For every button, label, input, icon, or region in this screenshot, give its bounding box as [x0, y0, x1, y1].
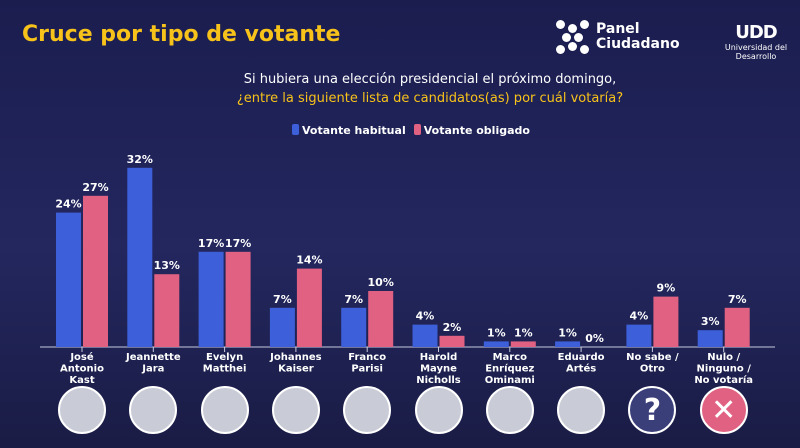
category-label: Eduardo: [558, 352, 605, 363]
data-label: 17%: [225, 237, 251, 250]
panel-logo-text: Panel Ciudadano: [596, 21, 680, 52]
data-label: 27%: [82, 181, 108, 194]
data-label: 3%: [701, 315, 720, 328]
data-label: 32%: [127, 153, 153, 166]
photo-enriquez-ominami: [485, 386, 534, 434]
legend-label: Votante obligado: [423, 124, 530, 137]
panel-dots-icon: [556, 20, 590, 54]
data-label: 7%: [728, 293, 747, 306]
category-label: No votaría: [694, 374, 753, 386]
bar-habitual: [269, 307, 295, 347]
bar-habitual: [483, 341, 509, 347]
data-label: 4%: [416, 310, 435, 323]
bar-obligado: [439, 335, 465, 347]
data-label: 14%: [296, 254, 322, 267]
photo-matthei: [200, 386, 249, 434]
photo-artes: [557, 386, 606, 434]
data-label: 1%: [558, 326, 577, 339]
legend-swatch-habitual: [292, 124, 299, 135]
category-label: Parisi: [351, 364, 383, 375]
bar-habitual: [341, 307, 367, 347]
category-label: Artés: [566, 363, 596, 375]
data-label: 13%: [154, 259, 180, 272]
bar-habitual: [198, 251, 224, 347]
question-line-2: ¿entre la siguiente lista de candidatos(…: [236, 91, 624, 106]
bar-obligado: [510, 341, 536, 347]
udd-subtitle: Universidad del Desarrollo: [724, 43, 788, 61]
category-label: Johannes: [269, 352, 321, 363]
udd-mark: UDD: [735, 22, 778, 43]
bar-habitual: [697, 330, 723, 347]
category-label: Evelyn: [206, 352, 243, 363]
category-label: Mayne: [420, 364, 457, 375]
udd-logo: UDD Universidad del Desarrollo: [712, 22, 800, 61]
category-label: Nicholls: [416, 375, 461, 386]
bar-obligado: [83, 195, 108, 347]
photo-jara: [129, 386, 178, 434]
photo-mayne-nicholls: [414, 386, 463, 434]
bar-habitual: [56, 212, 81, 347]
panel-ciudadano-logo: Panel Ciudadano: [556, 20, 680, 54]
legend-item-obligado: Votante obligado: [413, 124, 530, 137]
data-label: 7%: [273, 293, 292, 306]
bar-habitual: [412, 324, 438, 347]
category-label: Kast: [69, 375, 94, 386]
bar-obligado: [154, 274, 180, 347]
category-label: Antonio: [60, 364, 104, 375]
bar-obligado: [225, 251, 251, 347]
photo-parisi: [343, 386, 392, 434]
category-label: Enríquez: [485, 363, 534, 375]
data-label: 1%: [487, 326, 506, 339]
data-label: 24%: [55, 198, 81, 211]
bar-obligado: [296, 268, 322, 347]
bar-obligado: [724, 307, 750, 347]
legend-swatch-obligado: [413, 124, 421, 135]
category-label: Ominami: [485, 375, 535, 386]
category-label: Franco: [348, 352, 386, 363]
bar-habitual: [127, 167, 153, 347]
page-title: Cruce por tipo de votante: [22, 22, 341, 47]
data-label: 4%: [630, 310, 649, 323]
data-label: 17%: [198, 237, 224, 250]
bar-obligado: [653, 296, 679, 347]
bar-habitual: [626, 324, 652, 347]
category-label: José: [69, 351, 94, 363]
data-label: 10%: [368, 276, 394, 289]
legend-item-habitual: Votante habitual: [292, 124, 406, 137]
photo-kaiser: [271, 386, 320, 434]
category-label: Marco: [493, 352, 528, 363]
data-label: 2%: [443, 321, 462, 334]
data-label: 7%: [344, 293, 363, 306]
x-mark-icon: ✕: [699, 386, 748, 434]
question-mark-icon: ?: [628, 386, 677, 434]
category-label: Harold: [420, 352, 458, 363]
photo-kast: [58, 386, 106, 434]
data-label: 1%: [514, 326, 533, 339]
bar-habitual: [555, 341, 581, 347]
category-label: Ninguno /: [697, 364, 752, 375]
category-label: No sabe /: [626, 352, 679, 363]
category-label: Jeannette: [125, 352, 181, 363]
data-label: 9%: [657, 282, 676, 295]
legend: Votante habitual Votante obligado: [292, 124, 530, 137]
bar-obligado: [368, 291, 394, 347]
category-label: Otro: [640, 364, 665, 375]
category-label: Kaiser: [278, 364, 314, 375]
category-label: Nulo /: [707, 352, 740, 363]
question-line-1: Si hubiera una elección presidencial el …: [243, 72, 617, 87]
category-label: Jara: [141, 364, 164, 375]
category-label: Matthei: [203, 364, 247, 375]
legend-label: Votante habitual: [302, 124, 406, 137]
data-label: 0%: [585, 332, 604, 345]
